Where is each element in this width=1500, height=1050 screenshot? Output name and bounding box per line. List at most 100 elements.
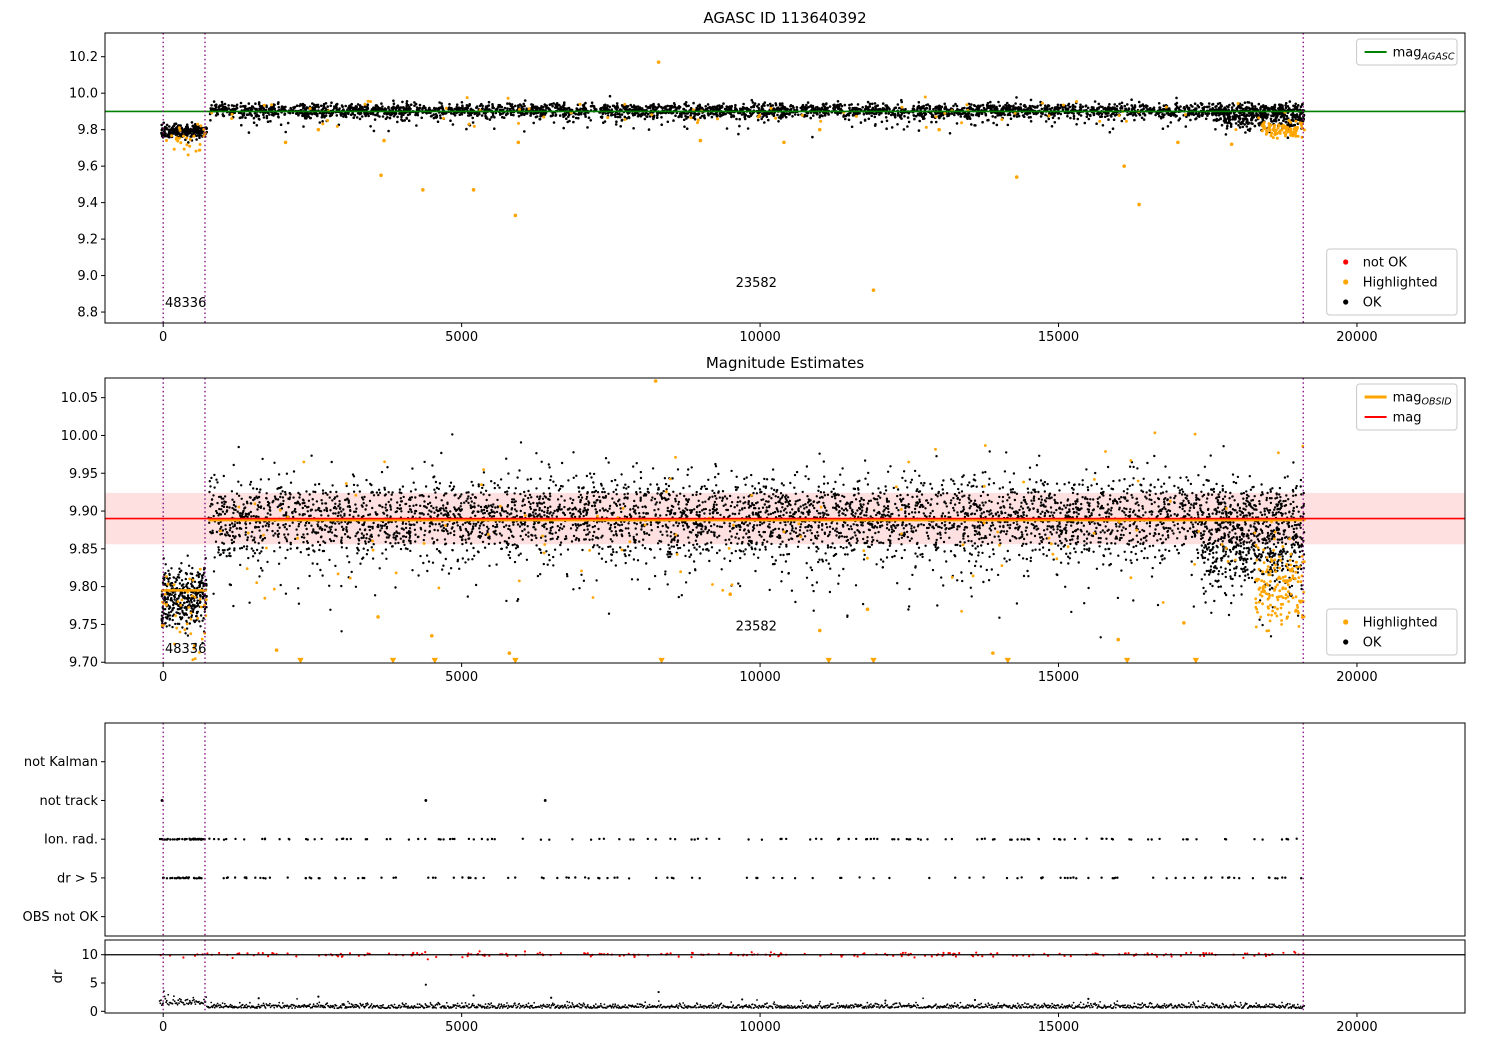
legend-dot-marker: [1343, 279, 1349, 285]
flags-chart: not Kalman not track Ion. rad. dr > 5 OBS no…: [23, 722, 1466, 937]
legend-dot-marker: [1343, 299, 1349, 305]
y-tick-label: 9.8: [77, 123, 98, 138]
obsid-annotation: 48336: [165, 642, 206, 657]
outlier-point: [316, 127, 321, 132]
outlier-point: [1182, 621, 1186, 625]
flag-row-label: not Kalman: [24, 755, 98, 770]
chart-title: AGASC ID 113640392: [703, 9, 866, 27]
x-tick-label: 10000: [739, 330, 780, 345]
outlier-point: [283, 140, 288, 145]
legend-box: [1356, 38, 1458, 66]
outlier-point: [421, 188, 425, 192]
outlier-point: [379, 173, 383, 178]
legend-label: magAGASC: [1393, 46, 1455, 63]
outlier-point: [317, 995, 320, 998]
clipped-low-marker: [1192, 657, 1200, 664]
outlier-point: [991, 651, 995, 655]
y-tick-label: 5: [90, 977, 98, 992]
legend-label: Highlighted: [1363, 276, 1438, 291]
chart-title: Magnitude Estimates: [706, 354, 864, 372]
outlier-point: [507, 651, 512, 655]
outlier-point: [871, 288, 876, 292]
axes-frame: [104, 32, 1466, 324]
flag-point: [424, 799, 428, 802]
y-axis-label: dr: [51, 969, 66, 983]
x-tick-label: 15000: [1038, 330, 1079, 345]
outlier-point: [782, 140, 786, 145]
highlighted-early: [165, 122, 207, 157]
legend-label: not OK: [1363, 256, 1408, 271]
legend-box: [1326, 248, 1458, 316]
y-tick-label: 10.05: [61, 391, 98, 406]
legend-label: OK: [1363, 296, 1382, 311]
ok-low-tail: [210, 455, 1304, 639]
outlier-point: [429, 633, 434, 638]
highlighted-early: [160, 567, 208, 662]
legend-dot-marker: [1343, 259, 1349, 265]
highlighted-scatter: [219, 431, 1305, 613]
y-tick-label: 9.80: [69, 580, 98, 595]
clipped-low-marker: [658, 657, 665, 664]
y-tick-label: 9.70: [69, 656, 98, 671]
flag-row-label: Ion. rad.: [44, 833, 98, 848]
y-tick-label: 10.2: [69, 50, 98, 65]
y-tick-label: 10: [81, 948, 98, 963]
x-tick-label: 0: [159, 670, 167, 685]
legend-label: mag: [1393, 411, 1422, 426]
ok-main: [207, 433, 1306, 591]
legend-label: Highlighted: [1363, 616, 1438, 631]
y-tick-label: 9.85: [69, 542, 98, 557]
outlier-point: [653, 379, 658, 383]
legend-label: OK: [1363, 636, 1382, 651]
y-tick-label: 9.90: [69, 505, 98, 520]
outlier-point: [884, 999, 887, 1002]
clipped-low-marker: [431, 657, 438, 664]
outlier-point: [865, 607, 870, 612]
x-tick-label: 5000: [445, 670, 478, 685]
dr-trace: [158, 990, 1306, 1010]
outlier-point: [424, 983, 427, 986]
outlier-point: [382, 138, 386, 143]
outlier-point: [656, 60, 661, 64]
y-tick-label: 10.00: [61, 429, 98, 444]
clipped-low-marker: [1123, 657, 1131, 664]
flag-points: [158, 837, 206, 841]
legend-label: magOBSID: [1393, 391, 1452, 408]
outlier-point: [1229, 142, 1234, 147]
outlier-point: [1137, 202, 1141, 207]
outlier-point: [817, 628, 822, 633]
obsid-annotation: 23582: [736, 276, 777, 291]
legend-box: [1326, 608, 1458, 656]
y-tick-label: 9.6: [77, 160, 98, 175]
obsid-annotation: 23582: [736, 619, 777, 634]
outlier-point: [1176, 140, 1180, 145]
y-tick-label: 9.0: [77, 269, 98, 284]
flag-row-label: dr > 5: [57, 871, 98, 886]
y-tick-label: 9.4: [77, 196, 98, 211]
x-tick-label: 10000: [739, 670, 780, 685]
outlier-point: [657, 990, 660, 994]
flag-points: [161, 876, 203, 880]
outlier-point: [1116, 637, 1121, 642]
outlier-point: [274, 648, 279, 652]
y-tick-label: 9.95: [69, 467, 98, 482]
outlier-point: [513, 213, 518, 218]
clipped-low-marker: [512, 657, 519, 664]
x-tick-label: 20000: [1336, 670, 1377, 685]
outlier-point: [1122, 164, 1126, 168]
agasc-mag-chart: 0 5000 10000 15000 20000 8.8 9.0 9.2 9.4 9.6 9.8 10…: [69, 9, 1466, 345]
clipped-low-marker: [870, 657, 877, 664]
outlier-point: [376, 615, 380, 619]
outlier-point: [817, 127, 822, 132]
legend-dot-marker: [1343, 619, 1349, 625]
outlier-point: [1014, 175, 1019, 179]
flag-points: [222, 876, 1303, 880]
dr-clipped-not-ok: [159, 950, 1305, 961]
legend-dot-marker: [1343, 639, 1349, 645]
outlier-point: [257, 997, 260, 1000]
outlier-point: [471, 188, 476, 192]
outlier-point: [698, 138, 703, 143]
x-tick-label: 15000: [1038, 1020, 1079, 1035]
